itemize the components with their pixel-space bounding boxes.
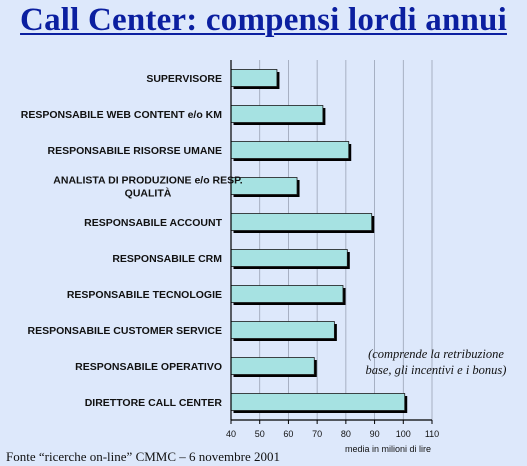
x-tick-label: 90 (370, 429, 380, 439)
x-axis-label: media in milioni di lire (344, 444, 432, 454)
category-label: RESPONSABILE CUSTOMER SERVICE (28, 325, 222, 337)
source-caption: Fonte “ricerche on-line” CMMC – 6 novemb… (6, 449, 281, 464)
category-label: RESPONSABILE ACCOUNT (84, 217, 222, 229)
bar (230, 105, 324, 123)
axes (230, 60, 433, 424)
category-label: RESPONSABILE OPERATIVO (75, 361, 222, 373)
x-tick-label: 60 (283, 429, 293, 439)
bar (230, 213, 373, 231)
x-tick-label: 110 (425, 429, 439, 439)
category-label: SUPERVISORE (146, 73, 222, 85)
tick-labels: 40 50 60 70 80 90 100 110 (226, 429, 439, 439)
category-label: RESPONSABILE TECNOLOGIE (67, 289, 222, 301)
bar (230, 393, 406, 411)
x-tick-label: 70 (312, 429, 322, 439)
category-label: RESPONSABILE RISORSE UMANE (48, 145, 222, 157)
bars (230, 69, 408, 413)
bar (230, 285, 344, 303)
category-label: RESPONSABILE WEB CONTENT e/o KM (21, 109, 223, 121)
bar (230, 69, 278, 87)
category-label: DIRETTORE CALL CENTER (85, 397, 223, 409)
chart-note: (comprende la retribuzione base, gli inc… (365, 347, 507, 377)
bar (230, 321, 335, 339)
bar (230, 249, 348, 267)
bar (230, 141, 350, 159)
x-tick-label: 50 (255, 429, 265, 439)
x-tick-label: 100 (396, 429, 411, 439)
category-label: QUALITÀ (125, 187, 172, 200)
chart-title: Call Center: compensi lordi annui (20, 2, 507, 38)
bar (230, 357, 315, 375)
category-label: ANALISTA DI PRODUZIONE e/o RESP. (53, 175, 242, 187)
x-tick-label: 40 (226, 429, 236, 439)
category-labels: SUPERVISORE RESPONSABILE WEB CONTENT e/o … (21, 73, 243, 409)
x-tick-label: 80 (341, 429, 351, 439)
category-label: RESPONSABILE CRM (112, 253, 222, 265)
